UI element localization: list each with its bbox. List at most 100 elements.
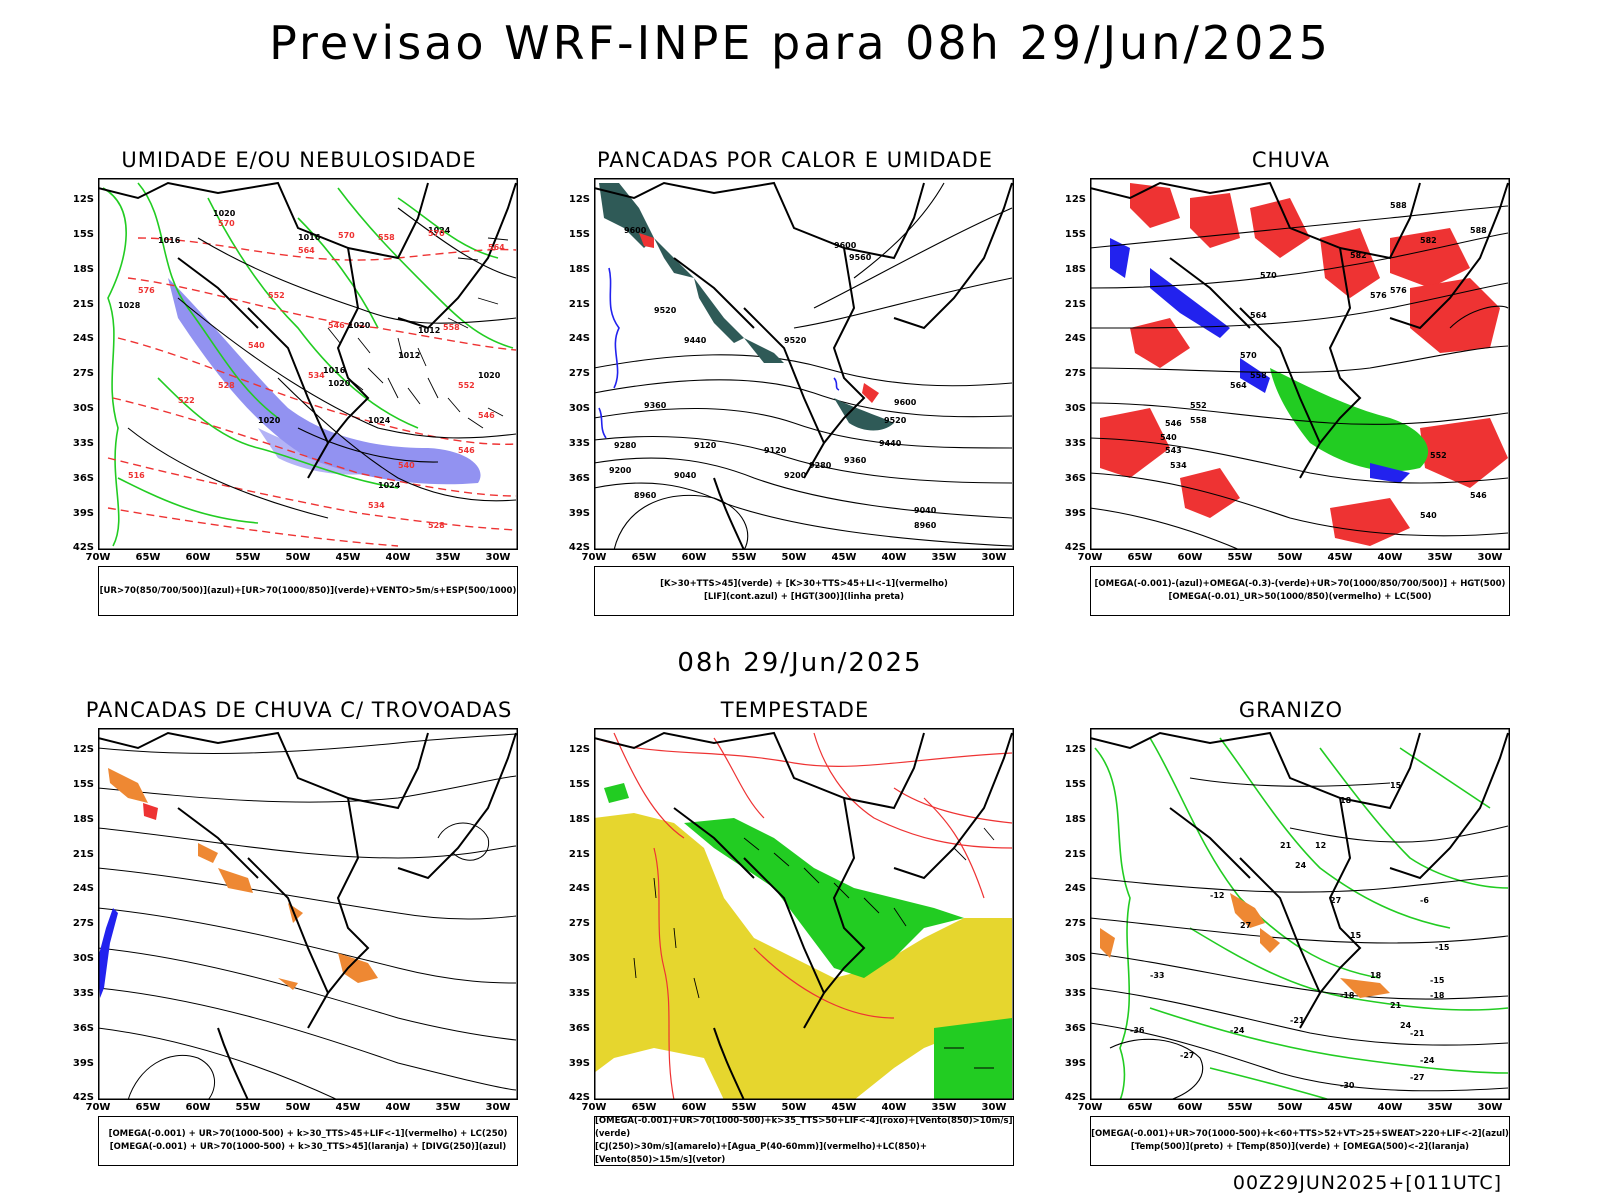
contour-label: -33 — [1150, 971, 1164, 980]
lat-label: 42S — [72, 1092, 94, 1103]
contour-label: 582 — [1350, 251, 1367, 260]
lon-label: 35W — [1427, 552, 1453, 563]
contour-label: 570 — [1260, 271, 1277, 280]
lon-label: 35W — [435, 552, 461, 563]
contour-label: -15 — [1435, 943, 1450, 952]
contour-label: 1016 — [158, 236, 181, 245]
contour-label: 21 — [1280, 841, 1292, 850]
lat-label: 21S — [1064, 299, 1086, 310]
lon-label: 35W — [931, 1102, 957, 1113]
contour-label: 9600 — [834, 241, 857, 250]
contour-label: 588 — [1470, 226, 1487, 235]
lat-label: 27S — [72, 918, 94, 929]
lat-label: 33S — [1064, 988, 1086, 999]
lon-label: 60W — [1177, 1102, 1203, 1113]
contour-label: -18 — [1430, 991, 1445, 1000]
lon-label: 65W — [631, 1102, 657, 1113]
map-tempestade[interactable]: 12S 15S 18S 21S 24S 27S 30S 33S 36S 39S … — [569, 728, 1014, 1113]
thickness-label: 546 — [458, 446, 475, 455]
lat-label: 27S — [1064, 918, 1086, 929]
map-chuva[interactable]: 588 582 576 570 564 558 552 546 540 543 534 588 582 5… — [1065, 178, 1510, 563]
lon-label: 50W — [285, 552, 311, 563]
lat-label: 42S — [568, 542, 590, 553]
streamlines — [98, 733, 517, 1100]
panel-legend: [OMEGA(-0.001) + UR>70(1000-500) + k>30_… — [98, 1116, 518, 1166]
contour-label: 534 — [1170, 461, 1187, 470]
thickness-label: 570 — [428, 229, 445, 238]
forecast-time-title: 08h 29/Jun/2025 — [677, 648, 923, 678]
contour-label: 9040 — [674, 471, 697, 480]
lon-label: 40W — [385, 1102, 411, 1113]
lat-label: 21S — [72, 299, 94, 310]
lat-label: 24S — [1064, 333, 1086, 344]
contour-label: 9600 — [894, 398, 917, 407]
lat-label: 18S — [1064, 264, 1086, 275]
lat-label: 27S — [1064, 368, 1086, 379]
contour-label: 1012 — [398, 351, 420, 360]
green-rain-areas — [1270, 368, 1429, 472]
lat-label: 27S — [568, 368, 590, 379]
lon-label: 55W — [235, 1102, 261, 1113]
lat-label: 36S — [568, 473, 590, 484]
contour-label: -18 — [1340, 991, 1355, 1000]
contour-label: 21 — [1390, 1001, 1402, 1010]
map-svg: 1020 1016 1024 1020 1012 1016 1020 1024 1028 1016… — [98, 178, 518, 550]
lat-label: 12S — [72, 744, 94, 755]
map-granizo[interactable]: -12 -6 -15 -18 -21 -24 -27 -30 -33 -36 12 15 18 21 24 2… — [1065, 728, 1510, 1113]
legend-line: [OMEGA(-0.01)_UR>50(1000/850)(vermelho) … — [1168, 592, 1432, 602]
lat-label: 33S — [568, 988, 590, 999]
contour-label: 9280 — [809, 461, 832, 470]
lat-label: 42S — [568, 1092, 590, 1103]
lat-label: 12S — [1064, 194, 1086, 205]
map-svg: 9600952094409360928092009120904089609600… — [594, 178, 1014, 550]
lon-label: 40W — [385, 552, 411, 563]
thickness-label: 576 — [138, 286, 155, 295]
contour-label: 564 — [1250, 311, 1267, 320]
contour-label: 540 — [1420, 511, 1437, 520]
lat-label: 39S — [72, 508, 94, 519]
contour-label: 1016 — [323, 366, 346, 375]
lon-label: 50W — [1277, 552, 1303, 563]
lon-label: 60W — [185, 1102, 211, 1113]
hgt300-contours — [594, 182, 1013, 550]
legend-line: [CJ(250)>30m/s](amarelo)+[Agua_P(40-60mm… — [595, 1142, 928, 1165]
wind-vectors — [327, 237, 509, 429]
thickness-label: 564 — [298, 246, 315, 255]
contour-label: 570 — [1240, 351, 1257, 360]
lon-label: 30W — [981, 1102, 1007, 1113]
orange-omega-areas — [1100, 893, 1390, 998]
lat-label: 39S — [1064, 508, 1086, 519]
map-svg — [594, 728, 1014, 1100]
contour-label: 24 — [1295, 861, 1307, 870]
contour-label: 12 — [1315, 841, 1326, 850]
contour-label: 1024 — [368, 416, 391, 425]
thickness-label: 528 — [428, 521, 445, 530]
map-trovoadas[interactable]: 12S 15S 18S 21S 24S 27S 30S 33S 36S 39S … — [73, 728, 518, 1113]
map-umidade[interactable]: 1020 1016 1024 1020 1012 1016 1020 1024 1028 1016… — [73, 178, 518, 563]
panel-trovoadas: PANCADAS DE CHUVA C/ TROVOADAS — [64, 698, 534, 1188]
political-boundaries — [1090, 731, 1509, 1029]
thickness-label: 534 — [308, 371, 325, 380]
legend-line: [UR>70(850/700/500)](azul)+[UR>70(1000/8… — [99, 585, 517, 596]
thickness-label: 546 — [478, 411, 495, 420]
map-pancadas-calor[interactable]: 9600 9520 9440 9360 9280 9200 9120 9040 8960 9600… — [569, 178, 1014, 563]
lat-label: 15S — [1064, 779, 1086, 790]
contour-label: 27 — [1330, 896, 1341, 905]
lon-label: 65W — [1127, 1102, 1153, 1113]
legend-line: [OMEGA(-0.001)-(azul)+OMEGA(-0.3)-(verde… — [1094, 579, 1506, 589]
wind-vectors — [633, 827, 995, 1069]
lat-label: 21S — [72, 849, 94, 860]
thickness-label: 564 — [488, 243, 505, 252]
contour-label: 18 — [1370, 971, 1382, 980]
lat-label: 24S — [568, 333, 590, 344]
lon-label: 55W — [731, 1102, 757, 1113]
lat-label: 27S — [72, 368, 94, 379]
thickness-label: 552 — [268, 291, 285, 300]
contour-label: 15 — [1350, 931, 1362, 940]
panel-legend: [OMEGA(-0.001)-(azul)+OMEGA(-0.3)-(verde… — [1090, 566, 1510, 616]
lon-label: 50W — [781, 1102, 807, 1113]
lon-label: 60W — [681, 1102, 707, 1113]
lat-label: 39S — [72, 1058, 94, 1069]
run-footer: 00Z29JUN2025+[011UTC] — [1232, 1172, 1502, 1194]
red-convection-areas — [639, 233, 879, 403]
